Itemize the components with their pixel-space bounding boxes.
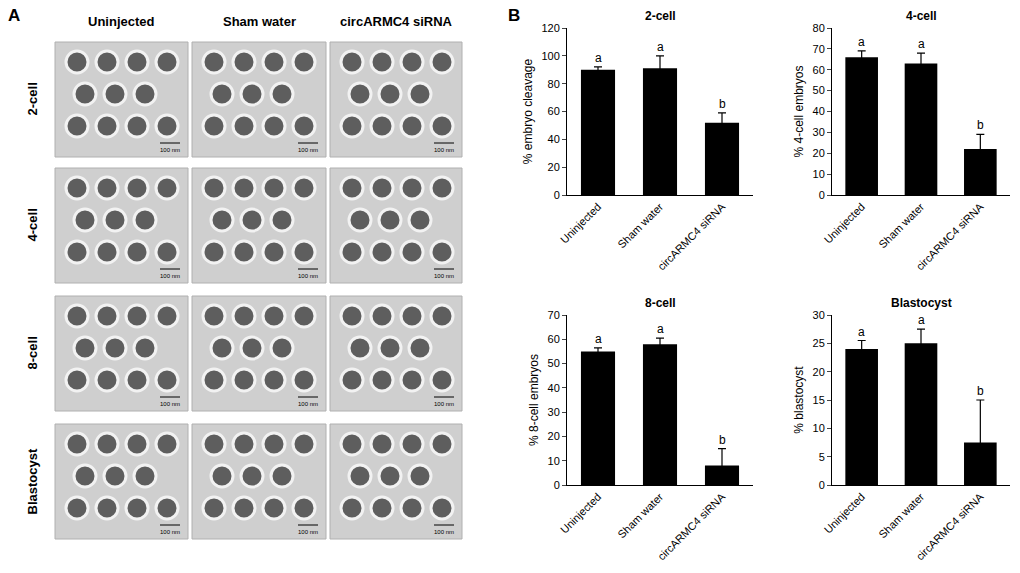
svg-text:% 4-cell embryos: % 4-cell embryos — [792, 65, 806, 157]
svg-text:20: 20 — [548, 430, 560, 442]
svg-text:10: 10 — [813, 168, 825, 180]
svg-text:70: 70 — [548, 309, 560, 321]
svg-text:Uninjected: Uninjected — [822, 201, 867, 246]
svg-text:0: 0 — [819, 189, 825, 201]
svg-text:8-cell: 8-cell — [25, 336, 40, 369]
svg-text:a: a — [918, 313, 925, 327]
svg-text:circARMC4 siRNA: circARMC4 siRNA — [914, 490, 986, 562]
svg-text:10: 10 — [548, 455, 560, 467]
svg-text:b: b — [719, 97, 726, 111]
svg-text:70: 70 — [813, 43, 825, 55]
svg-text:40: 40 — [548, 382, 560, 394]
svg-text:100 nm: 100 nm — [298, 273, 318, 279]
svg-text:25: 25 — [813, 337, 825, 349]
svg-text:b: b — [977, 118, 984, 132]
svg-text:15: 15 — [813, 394, 825, 406]
svg-text:8-cell: 8-cell — [645, 296, 676, 310]
svg-text:5: 5 — [819, 451, 825, 463]
svg-text:100 nm: 100 nm — [160, 529, 180, 535]
svg-text:10: 10 — [813, 422, 825, 434]
svg-text:4-cell: 4-cell — [906, 9, 937, 23]
svg-text:20: 20 — [813, 147, 825, 159]
svg-text:60: 60 — [548, 105, 560, 117]
svg-text:100 nm: 100 nm — [434, 401, 454, 407]
svg-text:120: 120 — [541, 22, 559, 34]
svg-text:30: 30 — [548, 406, 560, 418]
svg-text:0: 0 — [554, 479, 560, 491]
svg-text:100: 100 — [541, 50, 559, 62]
svg-text:60: 60 — [548, 333, 560, 345]
svg-text:% embryo cleavage: % embryo cleavage — [521, 58, 535, 164]
svg-text:100 nm: 100 nm — [434, 529, 454, 535]
svg-text:circARMC4 siRNA: circARMC4 siRNA — [914, 200, 986, 272]
svg-text:Sham water: Sham water — [223, 14, 296, 29]
svg-text:a: a — [918, 37, 925, 51]
svg-text:40: 40 — [813, 105, 825, 117]
svg-text:30: 30 — [813, 309, 825, 321]
svg-text:0: 0 — [554, 189, 560, 201]
svg-text:circARMC4 siRNA: circARMC4 siRNA — [655, 200, 727, 272]
svg-text:a: a — [595, 332, 602, 346]
svg-text:20: 20 — [548, 161, 560, 173]
svg-text:% 8-cell embryos: % 8-cell embryos — [527, 354, 541, 446]
svg-text:100 nm: 100 nm — [298, 529, 318, 535]
svg-text:circARMC4 siRNA: circARMC4 siRNA — [340, 14, 453, 29]
svg-text:b: b — [977, 384, 984, 398]
svg-text:0: 0 — [819, 479, 825, 491]
svg-text:Sham water: Sham water — [615, 200, 665, 250]
svg-text:50: 50 — [813, 84, 825, 96]
svg-text:80: 80 — [548, 78, 560, 90]
svg-text:B: B — [508, 6, 520, 25]
svg-text:100 nm: 100 nm — [160, 147, 180, 153]
svg-text:100 nm: 100 nm — [160, 273, 180, 279]
svg-text:100 nm: 100 nm — [298, 401, 318, 407]
svg-text:80: 80 — [813, 22, 825, 34]
svg-text:Uninjected: Uninjected — [88, 14, 155, 29]
svg-text:100 nm: 100 nm — [434, 147, 454, 153]
svg-text:circARMC4 siRNA: circARMC4 siRNA — [655, 490, 727, 562]
svg-text:2-cell: 2-cell — [25, 82, 40, 115]
svg-text:20: 20 — [813, 366, 825, 378]
svg-text:Uninjected: Uninjected — [558, 491, 603, 536]
svg-text:% blastocyst: % blastocyst — [792, 366, 806, 434]
svg-text:60: 60 — [813, 64, 825, 76]
svg-text:Uninjected: Uninjected — [558, 201, 603, 246]
svg-text:a: a — [657, 322, 664, 336]
svg-text:Uninjected: Uninjected — [822, 491, 867, 536]
svg-text:2-cell: 2-cell — [645, 9, 676, 23]
svg-text:a: a — [595, 51, 602, 65]
svg-text:Sham water: Sham water — [876, 200, 926, 250]
svg-text:a: a — [858, 35, 865, 49]
svg-text:100 nm: 100 nm — [434, 273, 454, 279]
svg-text:30: 30 — [813, 126, 825, 138]
svg-text:50: 50 — [548, 357, 560, 369]
svg-text:Sham water: Sham water — [615, 490, 665, 540]
svg-text:40: 40 — [548, 133, 560, 145]
svg-text:A: A — [8, 6, 20, 25]
svg-text:a: a — [657, 40, 664, 54]
svg-text:Blastocyst: Blastocyst — [25, 448, 40, 514]
svg-text:a: a — [858, 325, 865, 339]
svg-text:4-cell: 4-cell — [25, 208, 40, 241]
svg-text:100 nm: 100 nm — [298, 147, 318, 153]
svg-text:Blastocyst: Blastocyst — [891, 296, 952, 310]
svg-text:Sham water: Sham water — [876, 490, 926, 540]
svg-text:100 nm: 100 nm — [160, 401, 180, 407]
svg-text:b: b — [719, 433, 726, 447]
